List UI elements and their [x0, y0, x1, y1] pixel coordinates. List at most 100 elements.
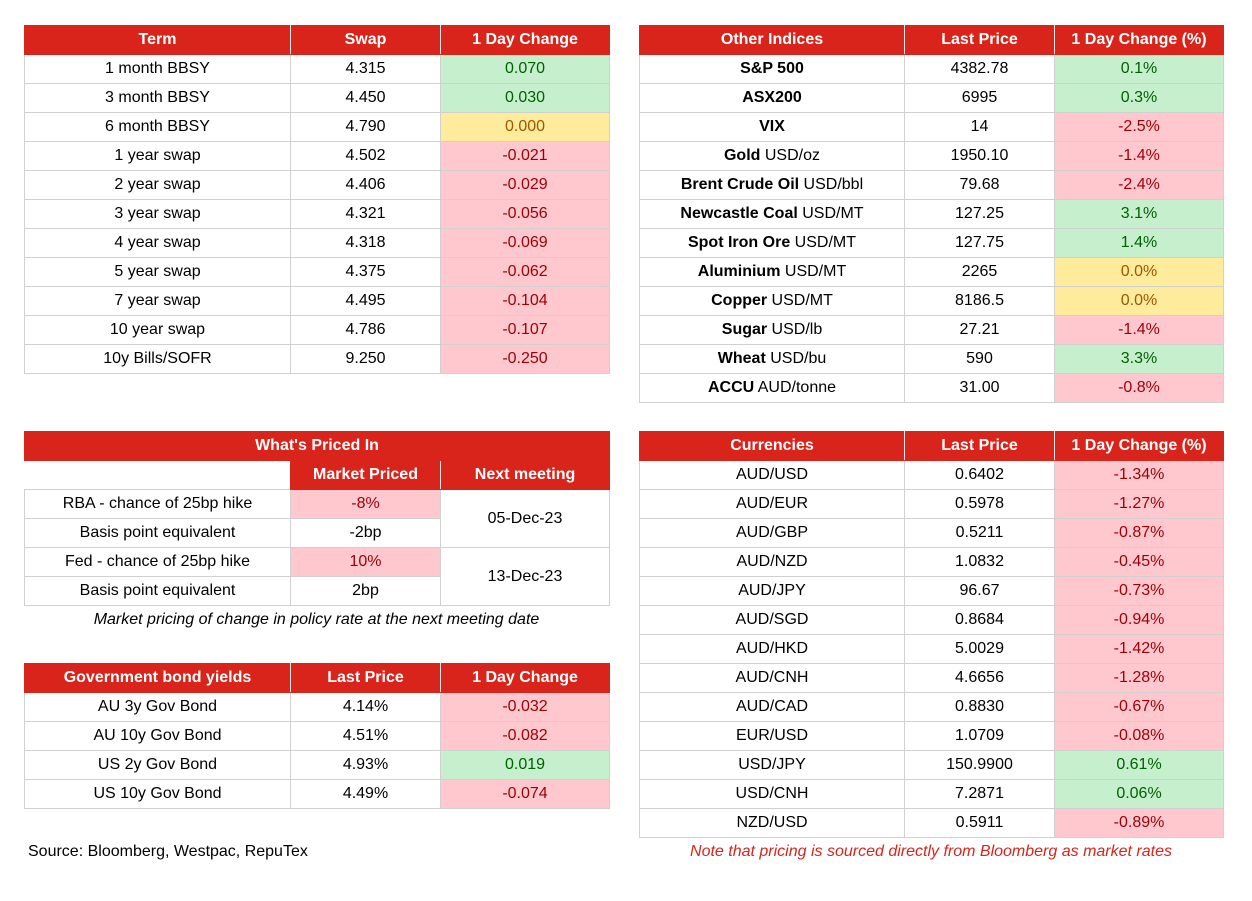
price-cell: 1.0832 [904, 547, 1055, 577]
index-name: ASX200 [742, 89, 802, 106]
index-unit: USD/oz [760, 147, 820, 164]
change-cell: 3.1% [1054, 199, 1224, 229]
price-cell: 2265 [904, 257, 1055, 287]
price-cell: 0.8684 [904, 605, 1055, 635]
index-name-cell: ACCU AUD/tonne [639, 373, 905, 403]
index-name: Newcastle Coal [680, 205, 798, 222]
index-row: Copper USD/MT 8186.5 0.0% [639, 286, 1224, 316]
price-cell: 150.9900 [904, 750, 1055, 780]
pair-cell: EUR/USD [639, 721, 905, 751]
index-unit: USD/bu [765, 350, 827, 367]
gov-bond-yields-table: Government bond yields Last Price 1 Day … [24, 663, 610, 809]
bond-name-cell: AU 10y Gov Bond [24, 721, 291, 751]
index-unit: USD/MT [767, 292, 833, 309]
change-cell: -0.45% [1054, 547, 1224, 577]
index-name-cell: Brent Crude Oil USD/bbl [639, 170, 905, 200]
price-cell: 4.14% [290, 692, 441, 722]
term-cell: 3 month BBSY [24, 83, 291, 113]
change-cell: 0.61% [1054, 750, 1224, 780]
col-header-change: 1 Day Change [440, 25, 610, 55]
swap-row: 7 year swap 4.495 -0.104 [24, 286, 610, 316]
rba-hike-label: RBA - chance of 25bp hike [24, 489, 291, 519]
change-cell: -1.4% [1054, 315, 1224, 345]
change-cell: -0.87% [1054, 518, 1224, 548]
index-name-cell: Spot Iron Ore USD/MT [639, 228, 905, 258]
swap-row: 1 year swap 4.502 -0.021 [24, 141, 610, 171]
bond-row: US 10y Gov Bond 4.49% -0.074 [24, 779, 610, 809]
index-name-cell: Sugar USD/lb [639, 315, 905, 345]
col-header-change-pct: 1 Day Change (%) [1054, 25, 1224, 55]
pair-cell: AUD/NZD [639, 547, 905, 577]
col-header-bond-change: 1 Day Change [440, 663, 610, 693]
index-name-cell: Newcastle Coal USD/MT [639, 199, 905, 229]
change-cell: -1.27% [1054, 489, 1224, 519]
term-cell: 4 year swap [24, 228, 291, 258]
fed-next-meeting: 13-Dec-23 [440, 547, 610, 606]
price-cell: 0.8830 [904, 692, 1055, 722]
col-header-currency: Currencies [639, 431, 905, 461]
change-cell: 1.4% [1054, 228, 1224, 258]
change-cell: -0.074 [440, 779, 610, 809]
price-cell: 1950.10 [904, 141, 1055, 171]
change-cell: -0.069 [440, 228, 610, 258]
change-cell: -0.029 [440, 170, 610, 200]
index-name: VIX [759, 118, 785, 135]
priced-in-blank-cell [25, 461, 291, 490]
fed-hike-label: Fed - chance of 25bp hike [24, 547, 291, 577]
currency-row: AUD/SGD 0.8684 -0.94% [639, 605, 1224, 635]
index-name-cell: VIX [639, 112, 905, 142]
change-cell: -0.082 [440, 721, 610, 751]
priced-in-note: Market pricing of change in policy rate … [93, 611, 540, 628]
change-cell: 0.0% [1054, 286, 1224, 316]
index-row: ACCU AUD/tonne 31.00 -0.8% [639, 373, 1224, 403]
rba-next-meeting: 05-Dec-23 [440, 489, 610, 548]
swap-cell: 4.375 [290, 257, 441, 287]
col-header-index: Other Indices [639, 25, 905, 55]
pricing-note: Note that pricing is sourced directly fr… [690, 843, 1172, 860]
change-cell: -0.032 [440, 692, 610, 722]
change-cell: 3.3% [1054, 344, 1224, 374]
index-name-cell: ASX200 [639, 83, 905, 113]
price-cell: 6995 [904, 83, 1055, 113]
swap-cell: 4.495 [290, 286, 441, 316]
change-cell: -0.94% [1054, 605, 1224, 635]
price-cell: 127.25 [904, 199, 1055, 229]
index-unit: USD/MT [797, 205, 864, 222]
term-cell: 3 year swap [24, 199, 291, 229]
term-cell: 10 year swap [24, 315, 291, 345]
change-cell: -1.28% [1054, 663, 1224, 693]
rba-hike-value: -8% [290, 489, 441, 519]
swap-row: 10 year swap 4.786 -0.107 [24, 315, 610, 345]
price-cell: 5.0029 [904, 634, 1055, 664]
change-cell: -0.021 [440, 141, 610, 171]
index-rows: S&P 500 4382.78 0.1% ASX200 6995 0.3% VIX 14 -2.… [639, 54, 1224, 403]
fed-bp-value: 2bp [290, 576, 441, 606]
change-cell: 0.06% [1054, 779, 1224, 809]
price-cell: 96.67 [904, 576, 1055, 606]
swap-cell: 4.321 [290, 199, 441, 229]
change-cell: -0.89% [1054, 808, 1224, 838]
bond-name-cell: US 10y Gov Bond [24, 779, 291, 809]
rba-bp-label: Basis point equivalent [24, 518, 291, 548]
change-cell: -0.8% [1054, 373, 1224, 403]
currency-row: AUD/HKD 5.0029 -1.42% [639, 634, 1224, 664]
fed-bp-label: Basis point equivalent [24, 576, 291, 606]
price-cell: 0.6402 [904, 460, 1055, 490]
col-header-fx-change: 1 Day Change (%) [1054, 431, 1224, 461]
currency-row: AUD/EUR 0.5978 -1.27% [639, 489, 1224, 519]
col-header-last-price: Last Price [904, 25, 1055, 55]
index-name: Sugar [721, 321, 768, 338]
swap-row: 5 year swap 4.375 -0.062 [24, 257, 610, 287]
index-row: Gold USD/oz 1950.10 -1.4% [639, 141, 1224, 171]
fed-hike-value: 10% [290, 547, 441, 577]
price-cell: 79.68 [904, 170, 1055, 200]
index-row: Newcastle Coal USD/MT 127.25 3.1% [639, 199, 1224, 229]
bond-row: AU 10y Gov Bond 4.51% -0.082 [24, 721, 610, 751]
index-name: ACCU [707, 379, 755, 396]
price-cell: 27.21 [904, 315, 1055, 345]
index-row: Aluminium USD/MT 2265 0.0% [639, 257, 1224, 287]
change-cell: -0.062 [440, 257, 610, 287]
index-unit: AUD/tonne [754, 379, 837, 396]
rba-bp-value: -2bp [290, 518, 441, 548]
price-cell: 4.93% [290, 750, 441, 780]
